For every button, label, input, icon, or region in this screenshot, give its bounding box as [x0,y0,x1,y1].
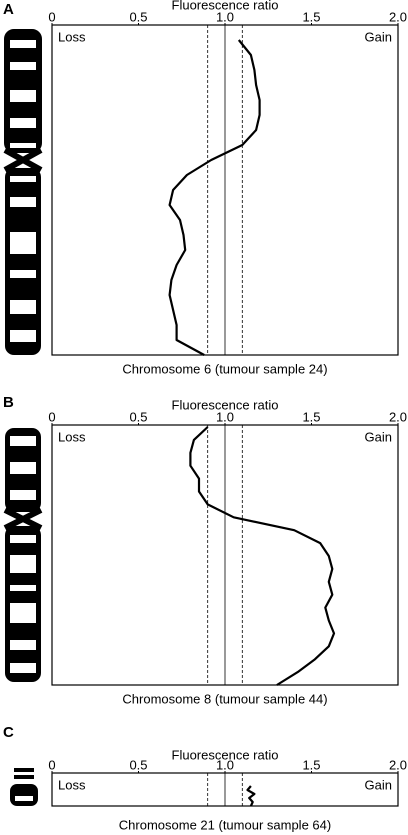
profile-line [246,785,256,807]
annotation-gain: Gain [365,29,392,44]
annotation-loss: Loss [58,777,86,792]
ideogram-21 [10,768,38,806]
x-tick-label: 1.5 [302,9,320,24]
caption: Chromosome 6 (tumour sample 24) [122,361,327,376]
x-tick-label: 0.5 [129,409,147,424]
ideogram-6 [3,29,43,355]
profile-line [189,426,336,686]
x-tick-label: 1.0 [216,757,234,772]
annotation-loss: Loss [58,429,86,444]
panel-label: A [3,1,14,18]
x-tick-label: 1.0 [216,409,234,424]
x-tick-label: 1.0 [216,9,234,24]
x-tick-label: 1.5 [302,757,320,772]
x-tick-label: 0.5 [129,757,147,772]
x-tick-label: 2.0 [389,409,407,424]
annotation-gain: Gain [365,429,392,444]
annotation-gain: Gain [365,777,392,792]
x-axis-title: Fluorescence ratio [172,0,279,12]
panel-label: C [3,724,14,741]
x-tick-label: 0 [48,409,55,424]
ideogram-8 [3,428,43,682]
annotation-loss: Loss [58,29,86,44]
panel-label: B [3,394,14,411]
x-tick-label: 1.5 [302,409,320,424]
x-tick-label: 0 [48,757,55,772]
x-tick-label: 2.0 [389,9,407,24]
x-tick-label: 0 [48,9,55,24]
profile-line [168,39,261,356]
caption: Chromosome 21 (tumour sample 64) [119,817,331,832]
x-tick-label: 2.0 [389,757,407,772]
x-axis-title: Fluorescence ratio [172,747,279,762]
caption: Chromosome 8 (tumour sample 44) [122,691,327,706]
x-axis-title: Fluorescence ratio [172,397,279,412]
x-tick-label: 0.5 [129,9,147,24]
